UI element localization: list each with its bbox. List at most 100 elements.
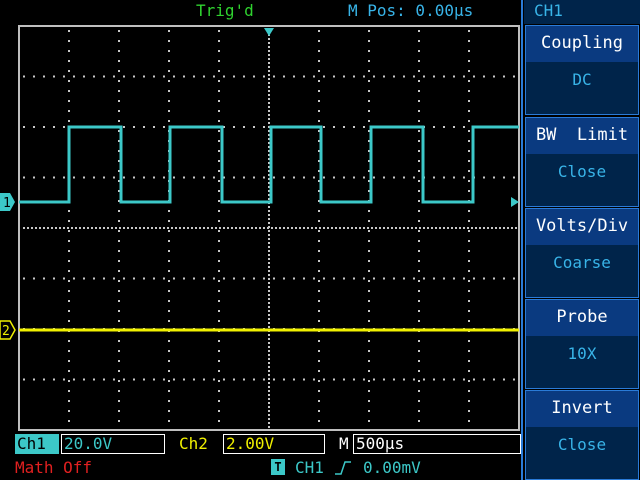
menu-coupling[interactable]: Coupling DC: [525, 25, 639, 115]
grid-dot: [23, 379, 25, 381]
grid-dot: [268, 106, 270, 108]
grid-dot: [268, 374, 270, 376]
ch1-ground-marker[interactable]: 1: [0, 192, 16, 212]
grid-dot: [133, 278, 135, 280]
grid-dot: [168, 120, 170, 122]
grid-dot: [418, 160, 420, 162]
trigger-source: CH1: [295, 458, 324, 478]
grid-dot: [83, 379, 85, 381]
grid-dot: [23, 126, 25, 128]
grid-dot: [267, 227, 269, 229]
grid-dot: [368, 340, 370, 342]
trigger-status: Trig'd: [196, 0, 254, 22]
grid-dot: [343, 278, 345, 280]
grid-dot: [123, 126, 125, 128]
grid-dot: [418, 360, 420, 362]
grid-dot: [363, 76, 365, 78]
grid-dot: [468, 160, 470, 162]
grid-dot: [268, 250, 270, 252]
grid-dot: [353, 379, 355, 381]
grid-dot: [411, 227, 413, 229]
grid-dot: [93, 278, 95, 280]
grid-dot: [23, 227, 25, 229]
grid-dot: [33, 278, 35, 280]
grid-dot: [268, 94, 270, 96]
grid-dot: [167, 227, 169, 229]
grid-dot: [123, 76, 125, 78]
grid-dot: [503, 76, 505, 78]
grid-dot: [118, 340, 120, 342]
grid-dot: [23, 177, 25, 179]
grid-dot: [43, 177, 45, 179]
grid-dot: [263, 126, 265, 128]
grid-dot: [253, 379, 255, 381]
grid-dot: [418, 130, 420, 132]
grid-dot: [418, 170, 420, 172]
grid-dot: [63, 278, 65, 280]
grid-dot: [268, 58, 270, 60]
grid-dot: [103, 76, 105, 78]
grid-dot: [118, 270, 120, 272]
menu-probe[interactable]: Probe 10X: [525, 299, 639, 389]
grid-dot: [333, 76, 335, 78]
grid-dot: [468, 90, 470, 92]
grid-dot: [118, 80, 120, 82]
grid-dot: [418, 350, 420, 352]
grid-dot: [303, 278, 305, 280]
grid-dot: [127, 227, 129, 229]
grid-dot: [491, 227, 493, 229]
grid-dot: [368, 310, 370, 312]
grid-dot: [268, 210, 270, 212]
grid-dot: [43, 278, 45, 280]
grid-dot: [168, 300, 170, 302]
math-status: Math Off: [15, 458, 92, 478]
menu-bw-limit[interactable]: BW Limit Close: [525, 117, 639, 207]
grid-dot: [143, 76, 145, 78]
grid-dot: [118, 350, 120, 352]
grid-dot: [368, 270, 370, 272]
grid-dot: [168, 30, 170, 32]
grid-dot: [468, 350, 470, 352]
grid-dot: [468, 270, 470, 272]
grid-dot: [193, 177, 195, 179]
grid-dot: [418, 110, 420, 112]
grid-dot: [187, 227, 189, 229]
grid-dot: [268, 42, 270, 44]
menu-volts-div[interactable]: Volts/Div Coarse: [525, 208, 639, 298]
grid-dot: [183, 278, 185, 280]
menu-invert[interactable]: Invert Close: [525, 390, 639, 480]
grid-dot: [247, 227, 249, 229]
grid-dot: [153, 126, 155, 128]
grid-dot: [183, 227, 185, 229]
grid-dot: [415, 227, 417, 229]
grid-dot: [233, 177, 235, 179]
grid-dot: [123, 379, 125, 381]
grid-dot: [368, 250, 370, 252]
grid-dot: [51, 227, 53, 229]
grid-dot: [143, 227, 145, 229]
grid-dot: [168, 90, 170, 92]
grid-dot: [373, 278, 375, 280]
ch2-marker-label: 2: [2, 324, 10, 339]
grid-dot: [418, 310, 420, 312]
grid-dot: [303, 177, 305, 179]
grid-dot: [353, 177, 355, 179]
grid-dot: [63, 177, 65, 179]
grid-dot: [243, 177, 245, 179]
grid-dot: [253, 76, 255, 78]
grid-dot: [143, 278, 145, 280]
grid-dot: [379, 227, 381, 229]
grid-dot: [318, 80, 320, 82]
grid-dot: [139, 227, 141, 229]
grid-dot: [318, 270, 320, 272]
bottom-info-bar: Ch1 20.0V Ch2 2.00V M 500µs Math Off T C…: [15, 432, 523, 480]
grid-dot: [68, 340, 70, 342]
grid-dot: [418, 30, 420, 32]
grid-dot: [495, 227, 497, 229]
grid-dot: [168, 230, 170, 232]
grid-dot: [468, 420, 470, 422]
grid-dot: [168, 350, 170, 352]
grid-dot: [393, 379, 395, 381]
ch2-ground-marker[interactable]: 2: [0, 320, 16, 340]
grid-dot: [43, 379, 45, 381]
